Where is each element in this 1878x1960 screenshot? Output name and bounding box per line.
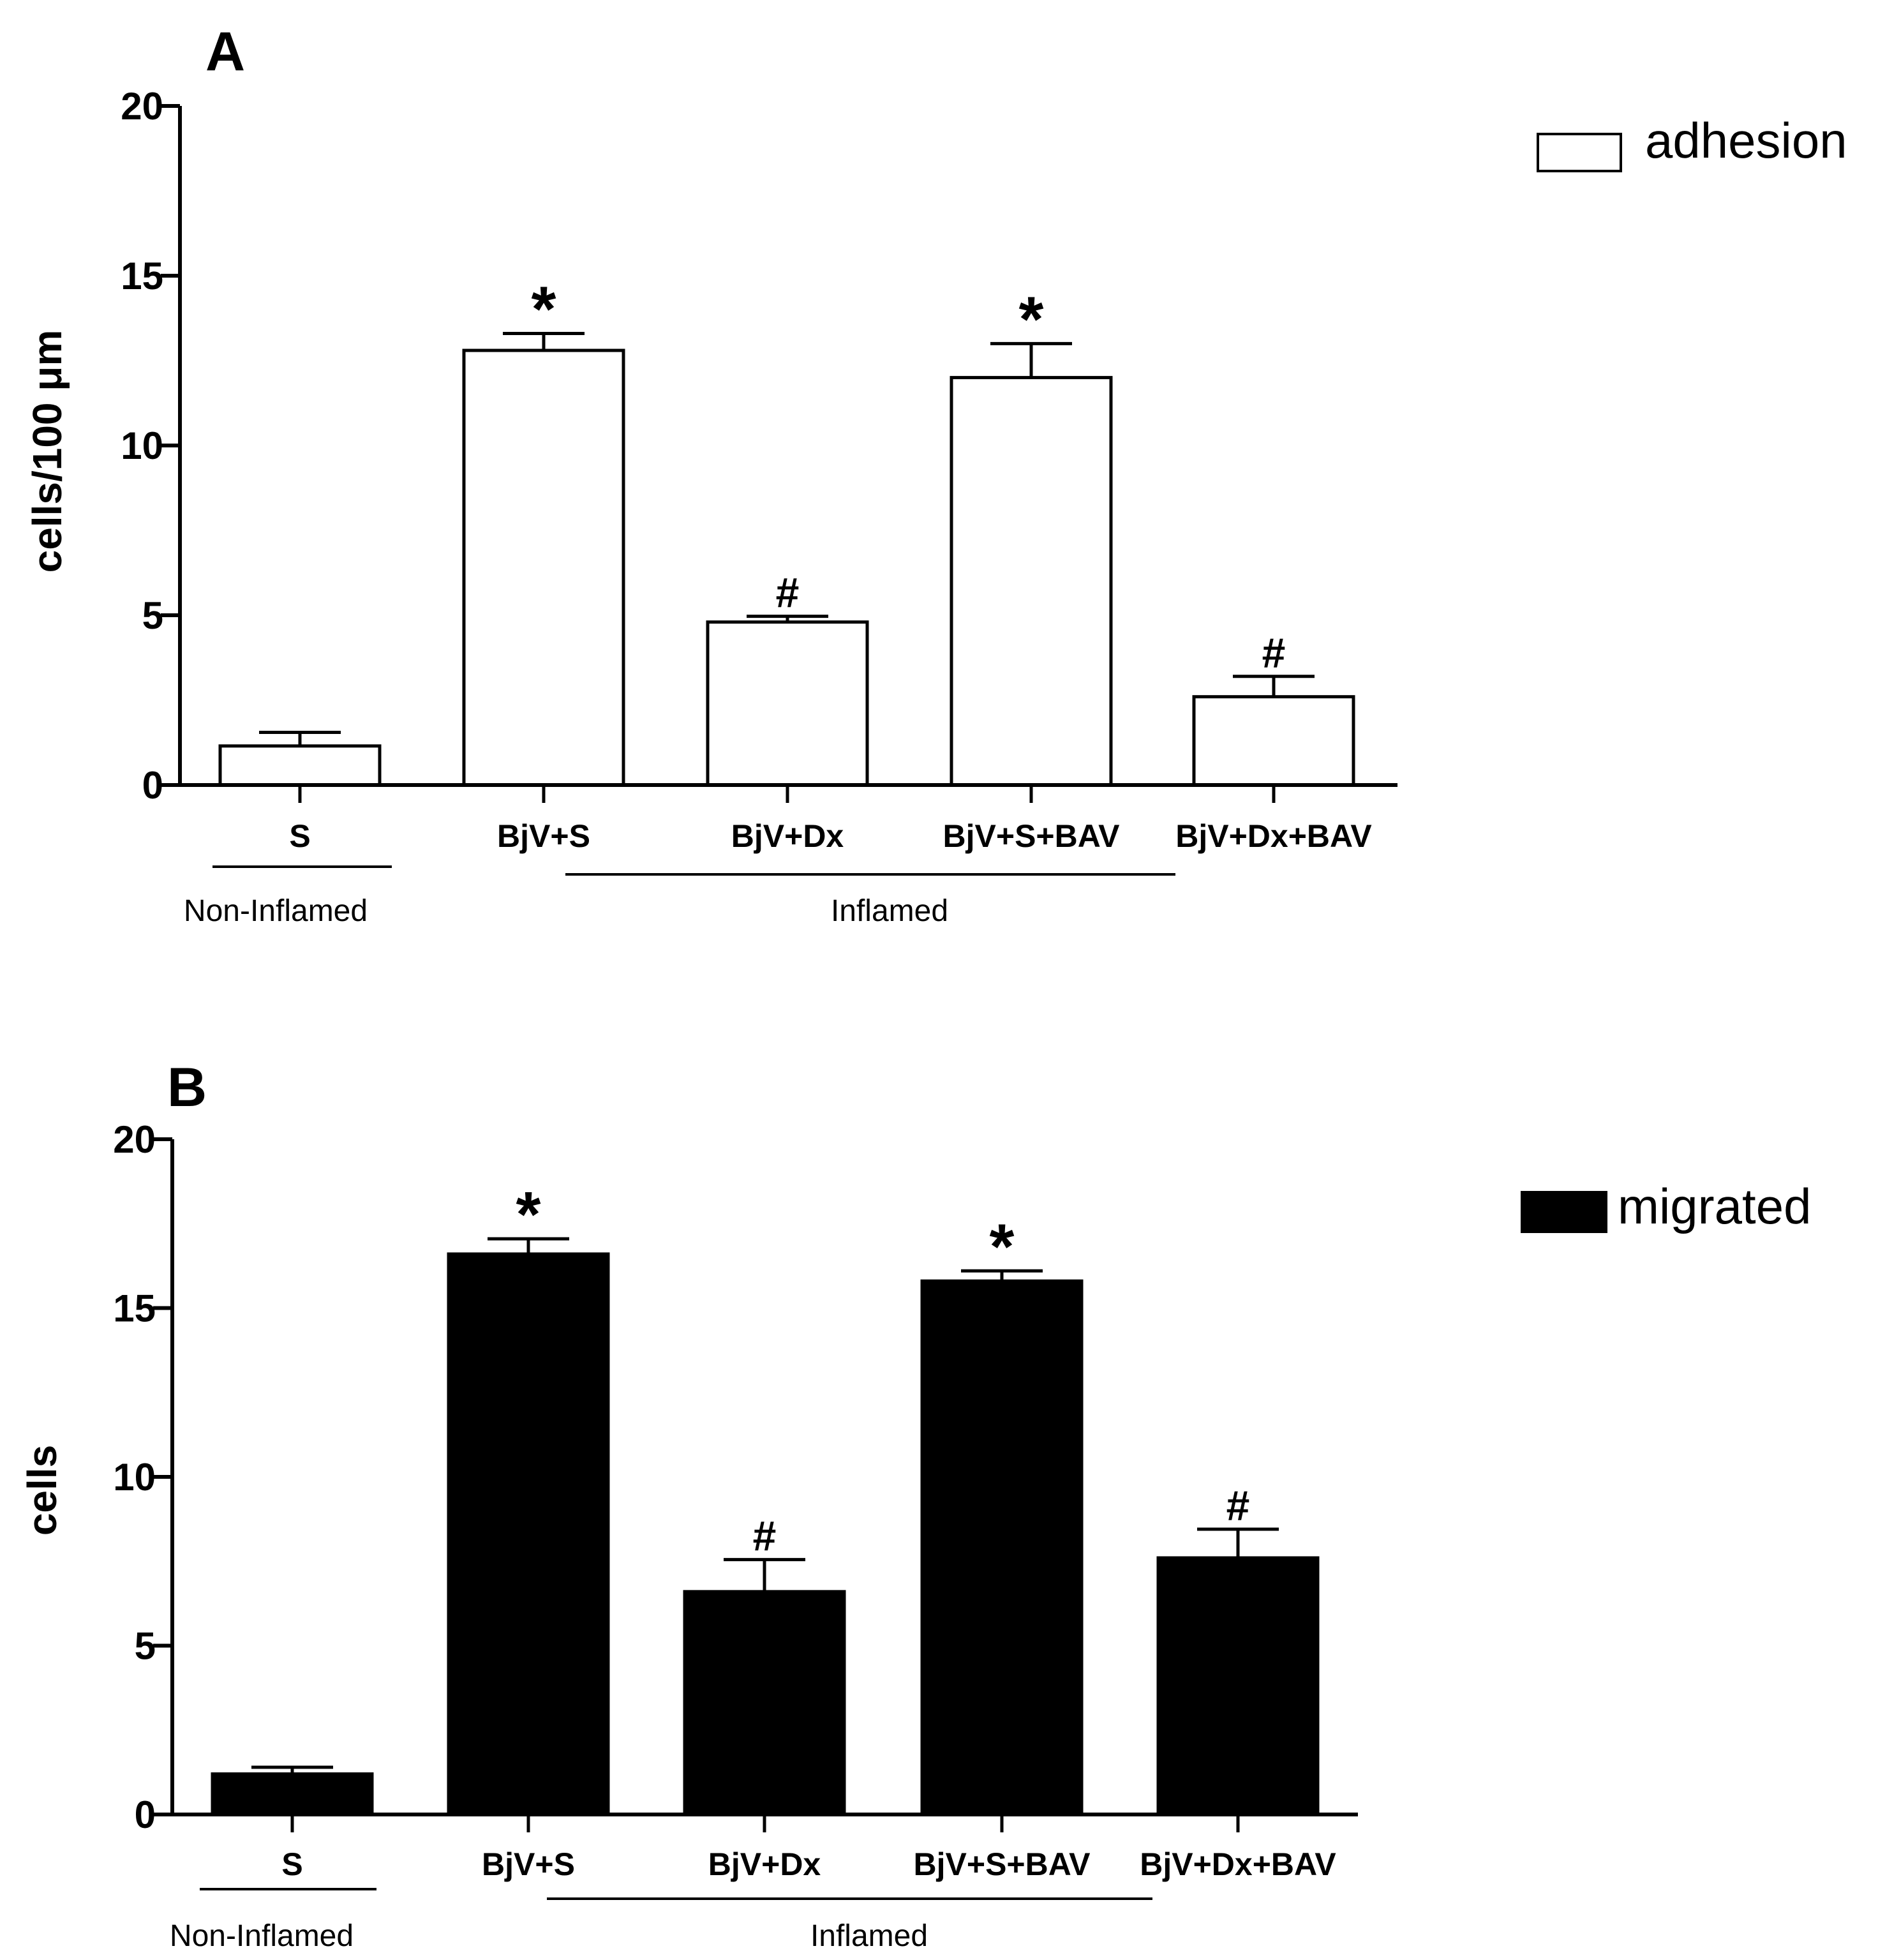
legend: adhesion	[1537, 112, 1847, 172]
y-tick-label: 5	[135, 1625, 156, 1668]
y-axis-label: cells	[19, 1445, 65, 1536]
significance-star: *	[1019, 283, 1044, 355]
bar	[950, 376, 1113, 787]
group-brackets: Non-Inflamed Inflamed	[170, 1888, 1152, 1953]
y-axis-label: cells/100 μm	[24, 330, 70, 573]
x-tick-label: BjV+S	[497, 818, 590, 854]
x-tick-label: BjV+S	[482, 1846, 575, 1882]
legend-label: migrated	[1618, 1178, 1811, 1234]
panel-b: B cells S * BjV+S # BjV+Dx * BjV+S+BAV # BjV+Dx+…	[19, 1057, 1811, 1953]
panel-label: B	[167, 1057, 207, 1118]
significance-hash: #	[776, 569, 800, 617]
y-tick-label: 10	[121, 424, 163, 467]
legend: migrated	[1521, 1178, 1811, 1234]
y-tick-label: 10	[113, 1456, 156, 1499]
x-tick-label: BjV+S+BAV	[914, 1846, 1091, 1882]
non-inflamed-label: Non-Inflamed	[170, 1919, 354, 1953]
significance-hash: #	[753, 1513, 777, 1560]
bars-layer	[211, 1237, 1320, 1816]
inflamed-label: Inflamed	[810, 1919, 928, 1953]
y-tick-label: 15	[121, 255, 163, 297]
bar	[683, 1590, 846, 1816]
significance-star: *	[532, 273, 556, 345]
panel-a: A cells/100 μm S * BjV+S # BjV+Dx * BjV+S+BAV #…	[24, 21, 1847, 928]
panel-label: A	[205, 21, 245, 82]
y-tick-label: 0	[135, 1793, 156, 1836]
bar	[211, 1772, 374, 1816]
inflamed-label: Inflamed	[831, 894, 948, 928]
bar	[706, 620, 869, 787]
y-tick-label: 5	[142, 594, 163, 637]
bar	[447, 1252, 610, 1816]
x-tick-label: BjV+Dx+BAV	[1175, 818, 1372, 854]
legend-swatch	[1521, 1191, 1607, 1233]
x-tick-label: BjV+Dx	[731, 818, 844, 854]
labels-layer: S * BjV+S # BjV+Dx * BjV+S+BAV # BjV+Dx+BAV 0 5 10 1…	[121, 85, 1372, 854]
x-tick-label: BjV+S+BAV	[943, 818, 1121, 854]
bar	[920, 1279, 1084, 1816]
non-inflamed-label: Non-Inflamed	[184, 894, 368, 928]
bar	[1156, 1556, 1320, 1816]
y-tick-label: 15	[113, 1287, 156, 1330]
x-tick-label: BjV+Dx+BAV	[1140, 1846, 1336, 1882]
y-tick-label: 20	[113, 1118, 156, 1161]
significance-star: *	[516, 1179, 541, 1250]
bar	[218, 744, 382, 787]
x-tick-label: BjV+Dx	[708, 1846, 821, 1882]
significance-hash: #	[1226, 1482, 1250, 1529]
legend-swatch	[1537, 133, 1622, 172]
bars-layer	[218, 331, 1355, 787]
axes-layer	[161, 104, 1397, 803]
significance-star: *	[990, 1211, 1015, 1282]
significance-hash: #	[1262, 629, 1286, 677]
bar	[462, 348, 625, 787]
x-tick-label: S	[281, 1846, 302, 1882]
bar	[1192, 695, 1355, 787]
y-tick-label: 20	[121, 85, 163, 128]
labels-layer: S * BjV+S # BjV+Dx * BjV+S+BAV # BjV+Dx+BAV 0 5 10 1…	[113, 1118, 1336, 1882]
group-brackets: Non-Inflamed Inflamed	[184, 865, 1175, 928]
x-tick-label: S	[289, 818, 310, 854]
y-tick-label: 0	[142, 764, 163, 807]
axes-layer	[153, 1137, 1358, 1832]
legend-label: adhesion	[1645, 112, 1847, 168]
